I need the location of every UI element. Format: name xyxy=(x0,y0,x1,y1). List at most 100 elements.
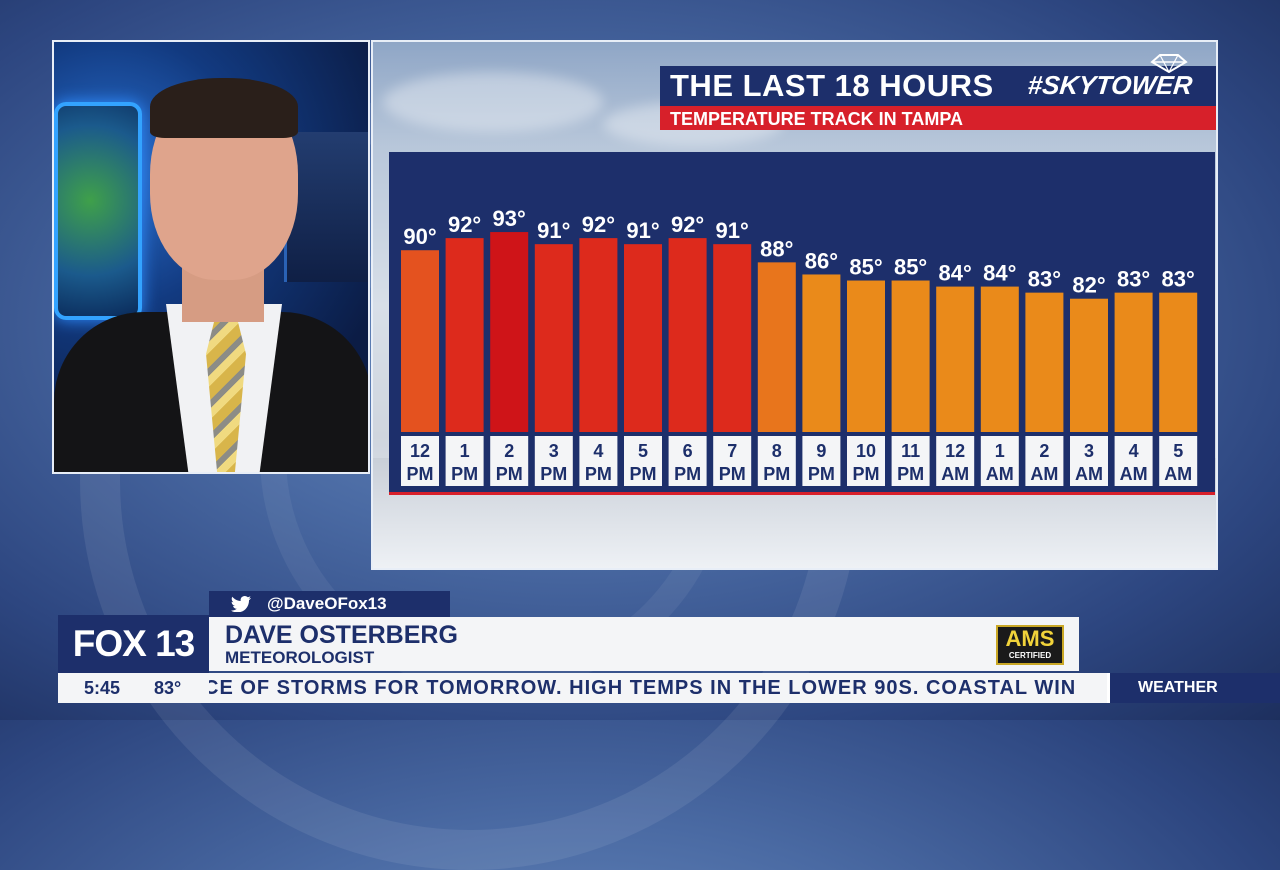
bar-value-label: 91° xyxy=(537,218,570,243)
bar-value-label: 93° xyxy=(493,206,526,231)
tick-label-box xyxy=(847,436,885,486)
time-temp-box: 5:45 83° xyxy=(58,673,209,703)
temperature-bar xyxy=(847,280,885,432)
x-tick-hour: 5 xyxy=(638,441,648,461)
x-tick-hour: 12 xyxy=(410,441,430,461)
x-tick-period: PM xyxy=(496,464,523,484)
chart-subtitle: TEMPERATURE TRACK IN TAMPA xyxy=(670,109,963,129)
x-tick-hour: 9 xyxy=(816,441,826,461)
x-tick-hour: 12 xyxy=(945,441,965,461)
bar-value-label: 92° xyxy=(448,212,481,237)
temperature-bar xyxy=(936,286,975,432)
x-tick-period: PM xyxy=(674,464,701,484)
bar-value-label: 84° xyxy=(983,261,1016,286)
x-tick-period: PM xyxy=(719,464,746,484)
tick-label-box xyxy=(668,436,707,486)
bar-value-label: 86° xyxy=(805,248,838,273)
x-tick-hour: 11 xyxy=(901,441,920,461)
x-tick-period: AM xyxy=(1120,464,1148,484)
temperature-bar xyxy=(980,286,1019,432)
x-tick-hour: 2 xyxy=(1039,441,1049,461)
bar-value-label: 92° xyxy=(671,212,704,237)
x-tick-period: PM xyxy=(808,464,835,484)
x-tick-hour: 10 xyxy=(856,441,876,461)
crawl-text: CE OF STORMS FOR TOMORROW. HIGH TEMPS IN… xyxy=(209,677,1077,699)
skytower-brand: #SKYTOWER xyxy=(1026,70,1194,100)
ams-badge-title: AMS xyxy=(1005,626,1055,651)
presenter-video xyxy=(52,40,370,474)
title-bar: THE LAST 18 HOURS #SKYTOWER xyxy=(660,54,1216,106)
temperature-chart: 90° 12 PM 92° 1 PM 93° 2 PM 91° 3 PM 92° 4 PM 91° 5 PM 92°… xyxy=(389,152,1215,495)
x-tick-hour: 2 xyxy=(504,441,514,461)
clock-time: 5:45 xyxy=(84,678,121,698)
bar-value-label: 83° xyxy=(1028,267,1061,292)
x-tick-period: PM xyxy=(451,464,478,484)
bar-value-label: 88° xyxy=(760,236,793,261)
temperature-bar xyxy=(1114,292,1153,432)
temperature-bar xyxy=(1159,292,1198,432)
x-tick-period: AM xyxy=(1075,464,1103,484)
x-tick-hour: 5 xyxy=(1173,441,1183,461)
temperature-bar xyxy=(534,244,573,432)
x-tick-period: PM xyxy=(407,464,434,484)
x-tick-period: AM xyxy=(1164,464,1192,484)
temperature-bar xyxy=(668,238,707,432)
tick-label-box xyxy=(1025,436,1064,486)
temperature-bar xyxy=(757,262,796,432)
bar-value-label: 85° xyxy=(894,255,927,280)
studio-screen xyxy=(54,102,142,320)
graphic-header: THE LAST 18 HOURS #SKYTOWER TEMPERATURE … xyxy=(660,54,1216,130)
bar-value-label: 91° xyxy=(626,218,659,243)
tick-label-box xyxy=(936,436,975,486)
subtitle-bar: TEMPERATURE TRACK IN TAMPA xyxy=(660,106,1216,130)
x-tick-period: AM xyxy=(1030,464,1058,484)
ams-certified-badge: AMS CERTIFIED xyxy=(996,625,1064,665)
bar-value-label: 91° xyxy=(716,218,749,243)
x-tick-period: PM xyxy=(630,464,657,484)
x-tick-hour: 4 xyxy=(593,441,603,461)
tick-label-box xyxy=(980,436,1019,486)
name-plate: DAVE OSTERBERG METEOROLOGIST AMS CERTIFI… xyxy=(209,617,1079,671)
skytower-diamond-icon xyxy=(1150,54,1188,73)
weather-graphic: THE LAST 18 HOURS #SKYTOWER TEMPERATURE … xyxy=(371,40,1218,570)
bar-value-label: 83° xyxy=(1117,267,1150,292)
x-tick-period: PM xyxy=(585,464,612,484)
temperature-bar xyxy=(624,244,662,432)
bar-value-label: 92° xyxy=(582,212,615,237)
tick-label-box xyxy=(624,436,662,486)
temperature-bar xyxy=(891,280,930,432)
tick-label-box xyxy=(1159,436,1198,486)
station-logo-text: FOX 13 xyxy=(72,623,196,664)
tick-label-box xyxy=(534,436,573,486)
bar-value-label: 90° xyxy=(403,224,436,249)
temperature-bar xyxy=(1070,298,1108,432)
presenter-role: METEOROLOGIST xyxy=(225,648,375,667)
x-tick-period: PM xyxy=(897,464,924,484)
tick-label-box xyxy=(1070,436,1108,486)
x-tick-hour: 8 xyxy=(772,441,782,461)
tick-label-box xyxy=(891,436,930,486)
temperature-bar xyxy=(802,274,841,432)
tick-label-box xyxy=(1114,436,1153,486)
x-tick-hour: 1 xyxy=(460,441,470,461)
tick-label-box xyxy=(713,436,752,486)
bar-value-label: 82° xyxy=(1072,273,1105,298)
x-tick-period: PM xyxy=(540,464,567,484)
x-tick-hour: 4 xyxy=(1129,441,1139,461)
bar-value-label: 83° xyxy=(1162,267,1195,292)
chart-title: THE LAST 18 HOURS xyxy=(670,68,994,103)
bar-value-label: 84° xyxy=(939,261,972,286)
x-tick-period: AM xyxy=(986,464,1014,484)
x-tick-hour: 3 xyxy=(549,441,559,461)
current-temperature: 83° xyxy=(154,678,182,698)
tick-label-box xyxy=(401,436,439,486)
tick-label-box xyxy=(757,436,796,486)
x-tick-hour: 3 xyxy=(1084,441,1094,461)
temperature-bar xyxy=(579,238,618,432)
twitter-icon xyxy=(231,596,251,612)
section-tag: WEATHER xyxy=(1107,673,1280,703)
section-label: WEATHER xyxy=(1138,679,1218,696)
x-tick-period: AM xyxy=(941,464,969,484)
ams-badge-subtitle: CERTIFIED xyxy=(1008,651,1052,660)
station-logo: FOX 13 xyxy=(58,615,209,673)
